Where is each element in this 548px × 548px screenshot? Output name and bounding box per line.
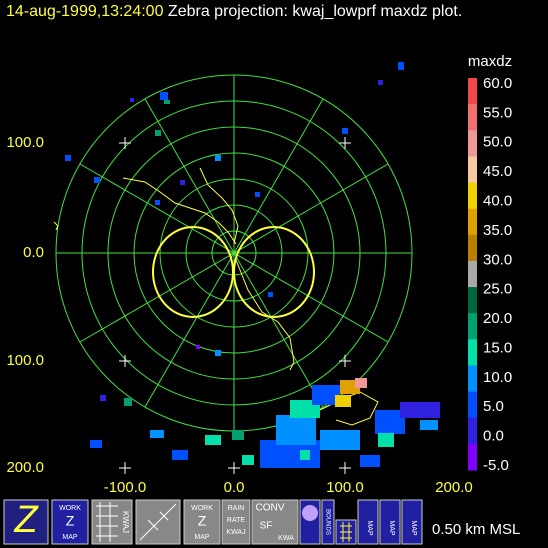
icon-label: KWAJ [226,529,245,536]
x-label: 100.0 [326,479,364,496]
colorbar-swatch [468,182,477,210]
header: 14-aug-1999,13:24:00 Zebra projection: k… [6,2,468,22]
icon-label: RATE [227,517,245,524]
icon-label: Z [198,513,207,529]
colorbar-label: 0.0 [483,428,504,445]
icon-label: MAP [410,520,417,536]
colorbar-swatch [468,443,477,471]
icon[interactable] [321,499,335,545]
y-label: 200.0 [6,459,44,476]
icon-label: BOUNDS [324,509,330,535]
icon[interactable] [357,499,379,545]
icon-label: MAP [194,534,210,541]
colorbar-swatch [468,234,477,262]
icon[interactable] [3,499,49,545]
icon-label: RAIN [228,505,245,512]
colorbar-swatch [468,365,477,393]
colorbar-label: -5.0 [483,457,509,474]
colorbar-swatch [468,208,477,236]
icon[interactable] [51,499,89,545]
colorbar-label: 25.0 [483,281,512,298]
colorbar-label: 35.0 [483,222,512,239]
icon-label: MAP [62,534,78,541]
colorbar-swatch [468,130,477,157]
x-label: 0.0 [224,479,245,496]
colorbar-label: 15.0 [483,339,512,356]
icon-label: CONV [256,503,285,514]
range-rings [55,74,413,432]
colorbar-title: maxdz [468,53,512,70]
colorbar-label: 40.0 [483,193,512,210]
timestamp: 14-aug-1999,13:24:00 [6,3,164,20]
colorbar-label: 50.0 [483,134,512,151]
y-label: 100.0 [6,134,44,151]
status: 0.50 km MSL [432,521,520,538]
colorbar-swatch [468,391,477,419]
icon[interactable] [251,499,299,545]
icon[interactable] [401,499,423,545]
x-label: -100.0 [104,479,147,496]
icon[interactable] [379,499,401,545]
toolbar: Z WORK Z MAP KWAJ WORK Z MAP RAIN RATE K… [3,499,423,545]
grid-crosses [119,137,351,474]
y-label: 0.0 [23,244,44,261]
icon-label: Z [13,499,39,541]
colorbar-swatch [468,260,477,288]
icon-label: MAP [366,520,373,536]
colorbar-label: 10.0 [483,369,512,386]
colorbar-label: 60.0 [483,75,512,92]
icon[interactable] [91,499,133,545]
icon-label: Z [66,513,75,529]
icon-label: WORK [191,505,213,512]
colorbar-swatch [468,287,477,314]
icon-label: MAP [388,520,395,536]
colorbar-label: 5.0 [483,398,504,415]
colorbar-label: 55.0 [483,104,512,121]
icon[interactable] [183,499,221,545]
colorbar-label: 45.0 [483,163,512,180]
colorbar: 60.0 55.0 50.0 45.0 40.0 35.0 30.0 25.0 20.0 15.0… [468,75,512,474]
icon-label: KWAJ [121,511,130,533]
colorbar-swatch [468,156,477,184]
coastline [53,167,379,426]
colorbar-swatch [468,78,477,105]
icon-label: KWA [278,535,294,542]
colorbar-swatch [468,104,477,131]
icon[interactable] [221,499,251,545]
x-label: 200.0 [435,479,473,496]
y-label: 100.0 [6,352,44,369]
colorbar-label: 30.0 [483,251,512,268]
radar-echoes [65,62,440,468]
colorbar-swatch [468,339,477,366]
colorbar-label: 20.0 [483,310,512,327]
icon-label: WORK [59,505,81,512]
icon-label: SF [260,521,273,532]
colorbar-swatch [468,417,477,445]
title: Zebra projection: kwaj_lowprf maxdz plot… [167,3,463,20]
colorbar-swatch [468,313,477,340]
